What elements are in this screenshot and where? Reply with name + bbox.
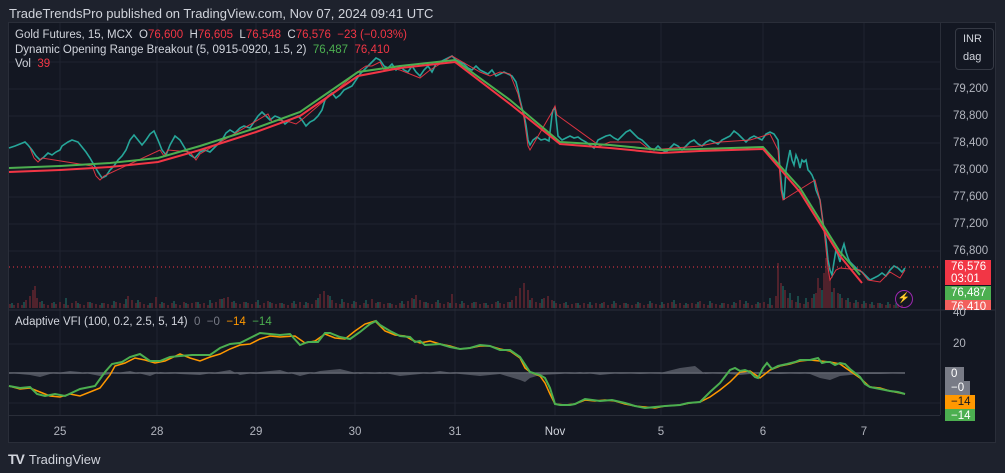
time-axis-label: 28 [150, 426, 164, 438]
price-axis-label: 78,000 [953, 164, 989, 176]
orb-upper-line [8, 58, 861, 276]
time-axis-label: 30 [348, 426, 362, 438]
vfi-legend[interactable]: Adaptive VFI (100, 0.2, 2.5, 5, 14) 0 −0… [15, 316, 272, 328]
time-axis-label: 25 [53, 426, 67, 438]
brand-name: TradingView [28, 451, 101, 467]
grid-lines [9, 23, 940, 415]
vfi-axis-label: 40 [953, 307, 966, 319]
change-value: −23 (−0.03%) [337, 29, 407, 41]
close-value: 76,576 [295, 29, 331, 41]
unit-label: dag [963, 51, 982, 63]
price-axis-label: 78,800 [953, 110, 989, 122]
time-axis[interactable] [8, 415, 940, 444]
time-axis-label: 31 [448, 426, 462, 438]
indicator-name[interactable]: Dynamic Opening Range Breakout (5, 0915-… [15, 44, 307, 56]
vfi-histogram [9, 366, 905, 382]
price-series-up [8, 55, 906, 281]
symbol-legend[interactable]: Gold Futures, 15, MCX O76,600 H76,605 L7… [15, 29, 407, 41]
price-axis[interactable] [940, 22, 997, 415]
vfi-signal-line [8, 320, 906, 409]
publish-line: TradeTrendsPro published on TradingView.… [9, 6, 434, 21]
lightning-icon[interactable]: ⚡ [895, 290, 913, 308]
time-axis-label: 5 [657, 426, 665, 438]
vfi-line [8, 319, 906, 410]
vfi-negzero-tag: −0 [945, 381, 970, 395]
price-axis-label: 78,400 [953, 137, 989, 149]
currency-unit-selector[interactable]: INR dag [955, 28, 994, 70]
tradingview-logo-icon: TV [8, 451, 25, 467]
tradingview-brand[interactable]: TV TradingView [8, 451, 100, 467]
low-value: 76,548 [245, 29, 282, 41]
open-value: 76,600 [147, 29, 184, 41]
high-value: 76,605 [197, 29, 234, 41]
price-axis-label: 77,200 [953, 218, 989, 230]
vfi-value-tag: −14 [945, 409, 975, 421]
indicator-legend[interactable]: Dynamic Opening Range Breakout (5, 0915-… [15, 44, 390, 56]
indicator-upper-value: 76,487 [312, 44, 349, 56]
vfi-signal-tag: −14 [945, 395, 975, 409]
volume-legend[interactable]: Vol 39 [15, 58, 50, 70]
time-axis-label: 29 [249, 426, 263, 438]
orb-lower-line [8, 60, 863, 284]
price-axis-label: 77,600 [953, 191, 989, 203]
indicator-lower-value: 76,410 [354, 44, 390, 56]
time-axis-label: 6 [759, 426, 767, 438]
volume-bars [9, 258, 903, 308]
last-price-tag: 76,576 03:01 [945, 260, 991, 285]
price-axis-label: 79,200 [953, 83, 989, 95]
volume-name[interactable]: Vol [15, 58, 31, 70]
orb-upper-tag: 76,487 [945, 286, 991, 300]
time-axis-label: Nov [544, 426, 566, 438]
vfi-zero-tag: 0 [945, 367, 964, 381]
currency-label: INR [963, 33, 982, 45]
orb-lower-tag: 76,410 [945, 300, 991, 310]
time-axis-label: 7 [860, 426, 868, 438]
vfi-name[interactable]: Adaptive VFI (100, 0.2, 2.5, 5, 14) [15, 316, 188, 328]
price-axis-label: 76,800 [953, 245, 989, 257]
symbol-title[interactable]: Gold Futures, 15, MCX [15, 29, 133, 41]
volume-value: 39 [37, 58, 51, 70]
vfi-axis-label: 20 [953, 338, 966, 350]
price-series-down [29, 55, 906, 283]
bar-countdown: 03:01 [951, 273, 980, 285]
